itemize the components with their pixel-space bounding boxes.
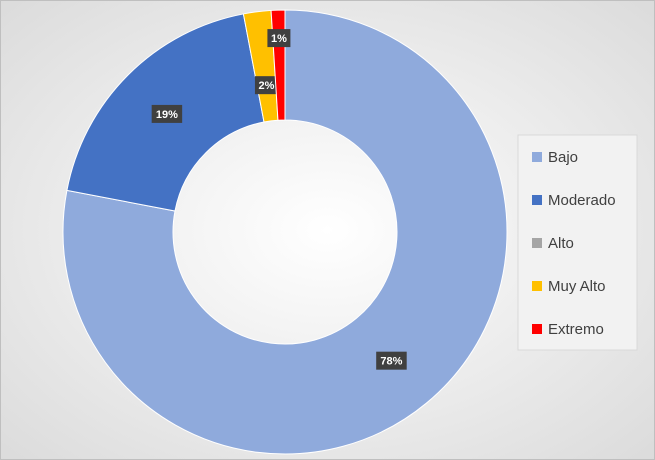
legend-label: Bajo bbox=[548, 149, 578, 166]
legend-label: Extremo bbox=[548, 321, 604, 338]
data-label-box bbox=[254, 76, 278, 95]
data-label-box bbox=[376, 351, 407, 370]
legend-marker bbox=[532, 195, 542, 205]
data-label: 2% bbox=[258, 80, 274, 92]
data-label-box bbox=[267, 29, 291, 48]
legend-label: Muy Alto bbox=[548, 278, 606, 295]
data-label: 78% bbox=[380, 356, 402, 368]
data-label: 1% bbox=[271, 33, 287, 45]
slice bbox=[62, 9, 508, 455]
legend-label: Alto bbox=[548, 235, 574, 252]
data-label-box bbox=[151, 104, 183, 123]
legend-marker bbox=[532, 324, 542, 334]
legend-marker bbox=[532, 238, 542, 248]
data-label: 19% bbox=[156, 109, 178, 121]
legend-marker bbox=[532, 152, 542, 162]
legend-marker bbox=[532, 281, 542, 291]
legend-label: Moderado bbox=[548, 192, 616, 209]
